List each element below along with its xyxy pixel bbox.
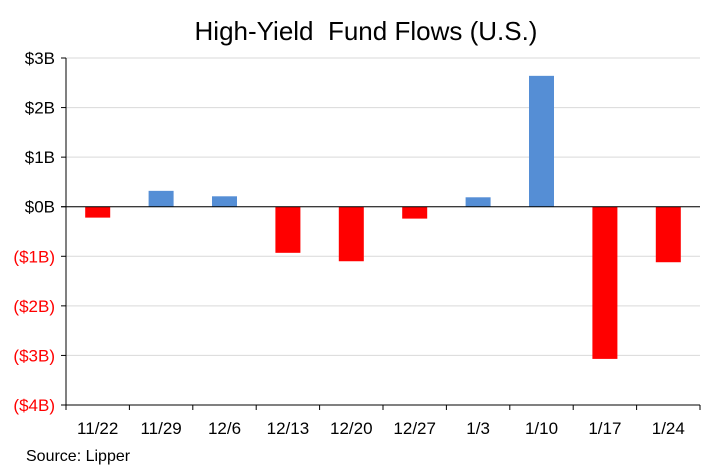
x-tick-label: 12/6: [208, 419, 241, 438]
y-tick-label: ($3B): [13, 346, 55, 365]
y-tick-labels: $3B $2B $1B $0B ($1B) ($2B) ($3B) ($4B): [13, 49, 55, 415]
bar: [212, 196, 237, 207]
axes: [61, 57, 701, 410]
bar: [655, 206, 681, 263]
y-tick-label: $3B: [25, 49, 55, 68]
x-tick-labels: 11/22 11/29 12/6 12/13 12/20 12/27 1/3 1/10 1/17…: [77, 419, 685, 438]
bar: [529, 75, 554, 207]
x-tick-label: 1/17: [588, 419, 621, 438]
bar: [85, 206, 111, 218]
x-tick-label: 12/27: [393, 419, 436, 438]
chart-title: High-Yield Fund Flows (U.S.): [195, 16, 538, 46]
x-tick-label: 12/20: [330, 419, 373, 438]
bar: [465, 197, 491, 207]
bar: [148, 190, 174, 207]
bar: [338, 206, 364, 262]
x-tick-label: 1/24: [652, 419, 685, 438]
x-tick-label: 12/13: [267, 419, 310, 438]
y-tick-label: $2B: [25, 99, 55, 118]
x-tick-label: 1/3: [466, 419, 490, 438]
y-tick-label: ($1B): [13, 247, 55, 266]
y-tick-label: ($2B): [13, 297, 55, 316]
x-tick-label: 1/10: [525, 419, 558, 438]
y-tick-label: ($4B): [13, 396, 55, 415]
x-tick-label: 11/29: [140, 419, 181, 438]
y-tick-label: $0B: [25, 198, 55, 217]
y-tick-label: $1B: [25, 148, 55, 167]
bar: [402, 206, 428, 219]
x-tick-label: 11/22: [77, 419, 118, 438]
bars: [85, 75, 681, 359]
source-note: Source: Lipper: [26, 448, 131, 465]
bar: [592, 206, 618, 359]
bar: [275, 206, 301, 253]
